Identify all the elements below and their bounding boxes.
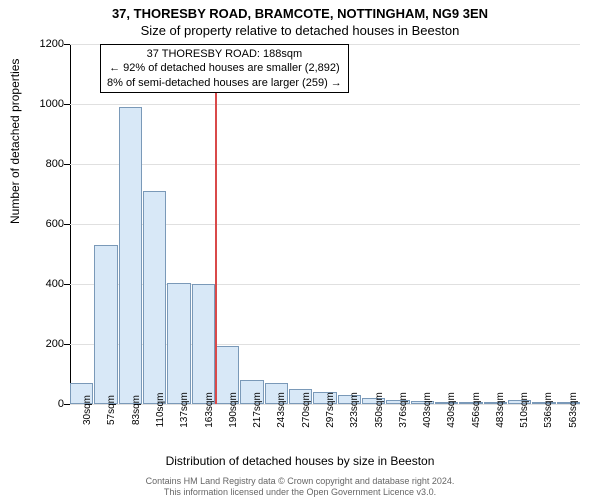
footer-line2: This information licensed under the Open… [0,487,600,498]
histogram-bar [94,245,117,404]
histogram-bar [192,284,215,404]
x-tick: 163sqm [191,406,215,456]
marker-line [215,44,217,404]
y-tick: 400 [4,278,64,290]
x-axis-label: Distribution of detached houses by size … [0,454,600,468]
annotation-line1: 37 THORESBY ROAD: 188sqm [107,47,342,61]
plot-area [70,44,580,404]
y-tick: 800 [4,158,64,170]
x-tick: 30sqm [70,406,94,456]
y-tick: 1200 [4,38,64,50]
x-tick: 483sqm [483,406,507,456]
footer-attribution: Contains HM Land Registry data © Crown c… [0,476,600,498]
bars-group [70,44,580,404]
x-tick: 190sqm [216,406,240,456]
x-tick: 456sqm [459,406,483,456]
histogram-bar [143,191,166,404]
x-tick: 430sqm [434,406,458,456]
x-axis-ticks: 30sqm57sqm83sqm110sqm137sqm163sqm190sqm2… [70,406,580,456]
chart-container: 37, THORESBY ROAD, BRAMCOTE, NOTTINGHAM,… [0,0,600,500]
y-tick: 0 [4,398,64,410]
x-tick: 243sqm [264,406,288,456]
x-tick: 83sqm [119,406,143,456]
y-tick: 600 [4,218,64,230]
x-tick: 510sqm [507,406,531,456]
x-tick: 376sqm [386,406,410,456]
x-tick: 323sqm [337,406,361,456]
y-tick: 200 [4,338,64,350]
x-tick: 350sqm [361,406,385,456]
annotation-line2: ← 92% of detached houses are smaller (2,… [107,61,342,75]
histogram-bar [119,107,142,404]
footer-line1: Contains HM Land Registry data © Crown c… [0,476,600,487]
chart-title-main: 37, THORESBY ROAD, BRAMCOTE, NOTTINGHAM,… [0,0,600,21]
x-tick: 217sqm [240,406,264,456]
annotation-box: 37 THORESBY ROAD: 188sqm ← 92% of detach… [100,44,349,93]
y-axis: 020040060080010001200 [0,44,68,404]
chart-title-sub: Size of property relative to detached ho… [0,21,600,38]
histogram-bar [167,283,190,405]
x-tick: 137sqm [167,406,191,456]
x-tick: 536sqm [531,406,555,456]
x-tick: 57sqm [94,406,118,456]
annotation-line3: 8% of semi-detached houses are larger (2… [107,76,342,90]
x-tick: 270sqm [289,406,313,456]
x-tick: 110sqm [143,406,167,456]
x-tick: 403sqm [410,406,434,456]
x-tick: 563sqm [556,406,580,456]
x-tick: 297sqm [313,406,337,456]
y-tick: 1000 [4,98,64,110]
